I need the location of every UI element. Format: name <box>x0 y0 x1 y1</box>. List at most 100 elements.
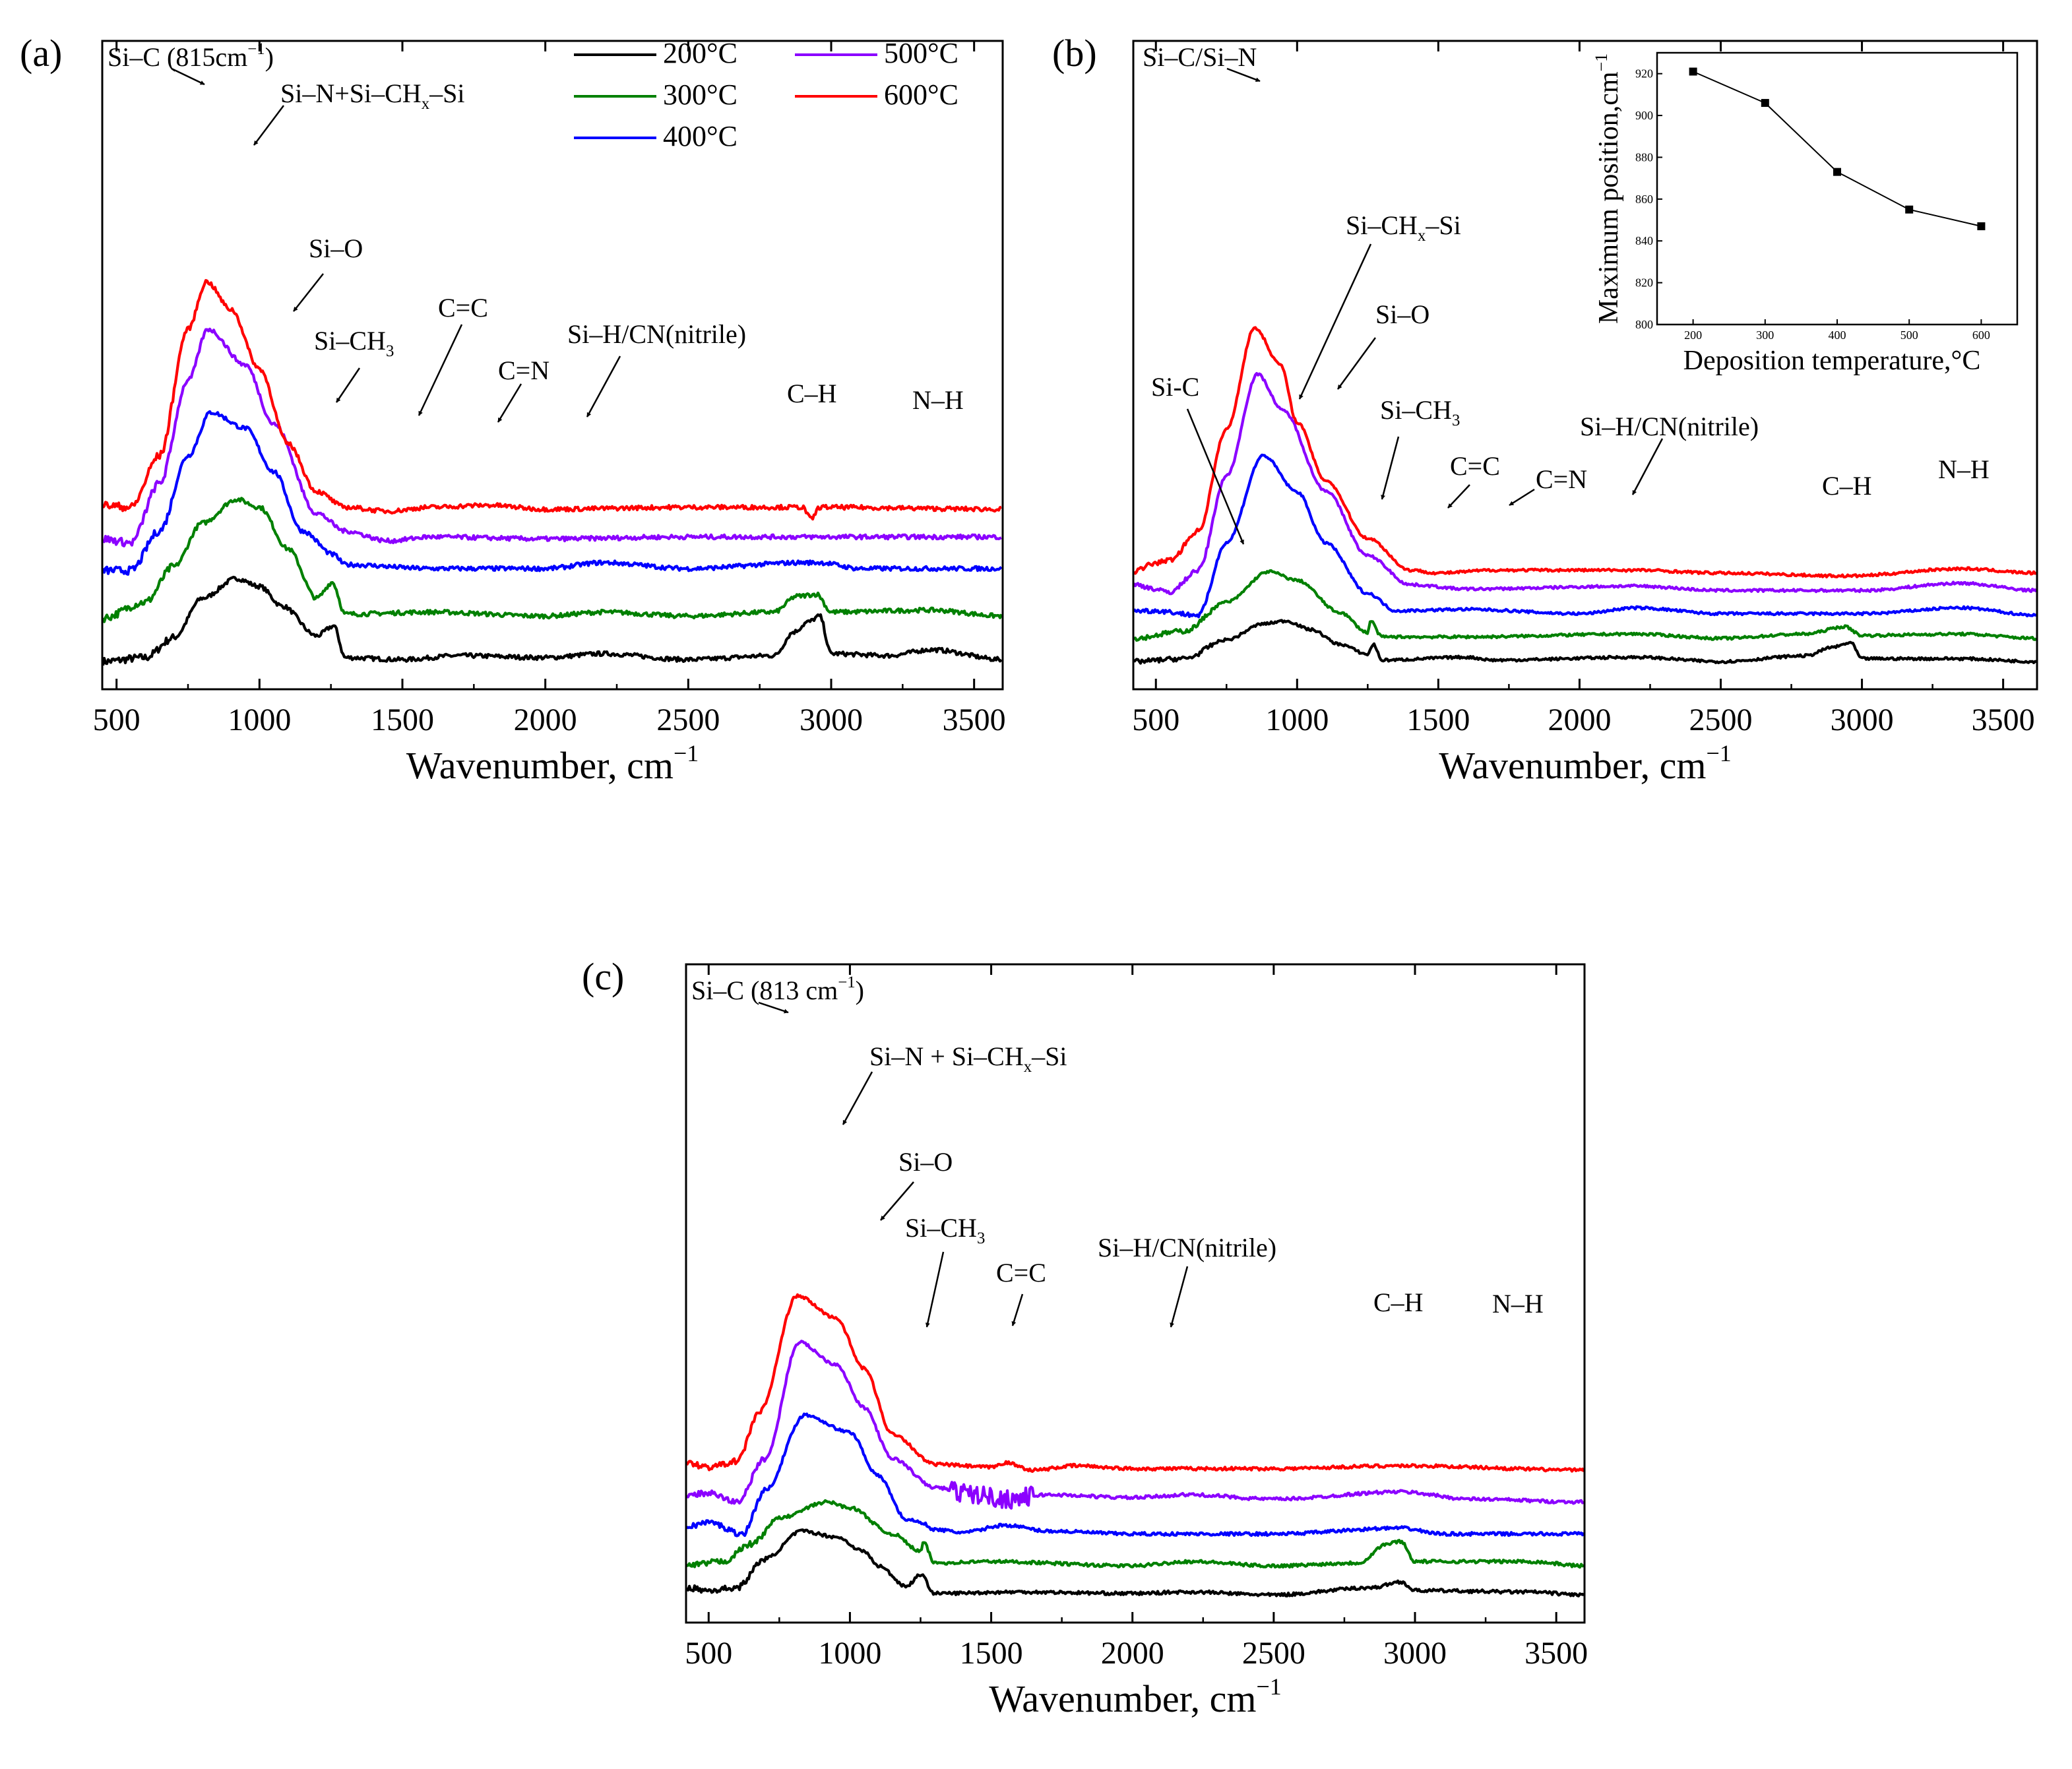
inset-chart: 200 300 400 500 600 800 820 840 860 880 900 920 Depo… <box>1592 51 2019 376</box>
series-line-500C <box>686 1340 1585 1510</box>
plot-frame <box>1132 40 2038 691</box>
x-tick-label: 1000 <box>1265 702 1329 737</box>
annotation-label: Si–CH3 <box>314 326 394 360</box>
annotation-label: Si–CHx–Si <box>1346 210 1461 245</box>
annotation-label-tail: ) <box>265 42 274 72</box>
annotation-label-main: Si–H/CN(nitrile) <box>1580 412 1759 441</box>
x-tick-label: 3000 <box>1831 702 1894 737</box>
annotation-label: Si–C (813 cm−1) <box>691 974 864 1005</box>
x-tick-label: 2000 <box>1548 702 1611 737</box>
annotation-label: C=C <box>996 1258 1046 1288</box>
annotation-label-main: Si–C (815cm <box>108 42 247 72</box>
x-axis-label-main: Wavenumber, cm <box>406 744 674 787</box>
series-line-600C <box>102 279 1002 521</box>
annotation-label-main: Si–N + Si–CH <box>869 1041 1024 1071</box>
annotation-label-main: Si–CH <box>1346 210 1418 240</box>
series-line-500C <box>102 327 1002 547</box>
annotation-label-main: Si–H/CN(nitrile) <box>1098 1233 1276 1262</box>
annotation-label-main: N–H <box>1938 454 1990 484</box>
annotation-label-tail: –Si <box>1425 210 1460 240</box>
series-line-200C <box>685 1528 1585 1598</box>
inset-x-tick-label: 500 <box>1900 328 1918 342</box>
inset-point <box>1977 222 1986 231</box>
x-tick-label: 3000 <box>800 702 863 737</box>
annotation-arrow <box>1509 488 1535 507</box>
annotation-arrow <box>497 383 522 423</box>
x-axis-label: Wavenumber, cm−1 <box>1439 740 1732 787</box>
series-line-300C <box>102 497 1003 623</box>
panel-label: (c) <box>582 955 624 998</box>
annotation-label: C–H <box>1822 471 1872 501</box>
annotation-label: Si–CH3 <box>1380 395 1460 429</box>
annotation-label-main: Si–CH <box>1380 395 1452 425</box>
inset-x-label: Deposition temperature,°C <box>1683 346 1981 376</box>
annotation-label: Si–O <box>1375 299 1429 329</box>
inset-x-tick-label: 600 <box>1972 328 1990 342</box>
annotation-label-tail: –Si <box>429 78 464 108</box>
legend-label: 300°C <box>663 78 738 111</box>
x-axis-label-main: Wavenumber, cm <box>989 1677 1256 1720</box>
annotation-label: Si-C <box>1151 372 1199 402</box>
x-tick-label: 1000 <box>228 702 291 737</box>
annotation-arrow <box>1226 67 1261 82</box>
annotation-label: N–H <box>912 385 964 415</box>
annotation-label-main: Si–O <box>898 1147 953 1177</box>
annotation-label-main: Si–CH <box>905 1213 977 1243</box>
annotation-arrow <box>335 367 361 403</box>
inset-x-label-main: Deposition temperature, <box>1683 346 1951 376</box>
annotation-label-main: Si–H/CN(nitrile) <box>567 319 746 349</box>
annotation-arrow <box>253 105 284 146</box>
x-axis-label: Wavenumber, cm−1 <box>989 1673 1282 1720</box>
annotation-label-sup: −1 <box>838 974 855 991</box>
series-line-400C <box>102 410 1003 576</box>
x-tick-label: 3500 <box>1972 702 2035 737</box>
x-tick-label: 1500 <box>1406 702 1470 737</box>
x-tick-label: 2000 <box>1101 1636 1164 1671</box>
annotation-label: Si–H/CN(nitrile) <box>1580 412 1759 441</box>
annotation-label-main: Si–N+Si–CH <box>280 78 422 108</box>
inset-y-tick-label: 820 <box>1635 276 1653 290</box>
series-line-400C <box>1133 453 2037 619</box>
inset-frame <box>1656 51 2019 326</box>
annotation-label: C=N <box>498 356 549 385</box>
legend-label: 500°C <box>884 37 958 69</box>
annotation-arrow <box>758 1001 789 1014</box>
inset-x-tick-label: 400 <box>1829 328 1846 342</box>
annotation-label: Si–H/CN(nitrile) <box>1098 1233 1276 1262</box>
inset-y-tick-label: 860 <box>1635 193 1653 206</box>
legend-label: 200°C <box>663 37 738 69</box>
annotation-arrow <box>1186 408 1245 545</box>
inset-point <box>1833 168 1841 176</box>
series-line-600C <box>1133 326 2037 578</box>
annotation-arrow <box>1336 337 1377 390</box>
inset-x-tick-label: 300 <box>1756 328 1774 342</box>
x-axis-label: Wavenumber, cm−1 <box>406 740 699 787</box>
annotation-label: N–H <box>1938 454 1990 484</box>
inset-x-tick-label: 200 <box>1684 328 1702 342</box>
x-tick-label: 2500 <box>656 702 720 737</box>
panel-label: (a) <box>20 32 62 75</box>
inset-y-label-sup: −1 <box>1592 53 1611 72</box>
annotation-label: N–H <box>1492 1289 1544 1319</box>
series-line-600C <box>685 1293 1585 1474</box>
annotation-label-main: C=C <box>438 293 488 323</box>
legend-label: 600°C <box>884 78 958 111</box>
annotation-label-sub: 3 <box>386 342 394 360</box>
x-tick-label: 500 <box>93 702 141 737</box>
inset-y-tick-label: 800 <box>1635 318 1653 331</box>
x-tick-label: 500 <box>685 1636 732 1671</box>
annotation-label-tail: ) <box>856 976 864 1005</box>
annotation-label-main: C=N <box>498 356 549 385</box>
annotation-arrow <box>1298 243 1372 400</box>
x-tick-label: 3500 <box>943 702 1006 737</box>
annotation-arrow <box>1170 1266 1189 1328</box>
annotation-label: Si–O <box>898 1147 953 1177</box>
panel-0: 500 1000 1500 2000 2500 3000 3500 Wavenumber, c… <box>20 32 1006 787</box>
series-line-200C <box>1133 619 2037 665</box>
inset-point <box>1689 67 1697 76</box>
annotation-arrow <box>171 67 205 86</box>
annotation-label-main: C=N <box>1536 464 1587 494</box>
